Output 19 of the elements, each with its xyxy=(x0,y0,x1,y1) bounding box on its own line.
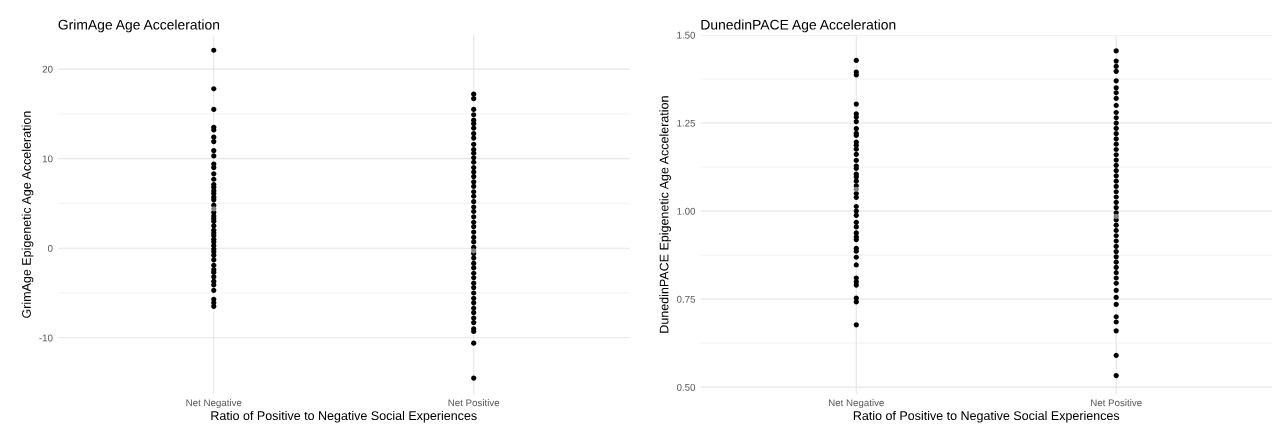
y-tick-label: -10 xyxy=(39,334,53,342)
y-tick-label: 1.50 xyxy=(677,31,696,39)
x-tick-label: Net Positive xyxy=(1091,399,1142,407)
y-axis-title: GrimAge Epigenetic Age Acceleration xyxy=(21,111,34,318)
y-tick-label: 10 xyxy=(42,155,53,163)
y-tick-label: 0 xyxy=(47,244,53,252)
y-tick-label: 20 xyxy=(42,65,53,73)
x-tick-label: Net Positive xyxy=(448,399,500,407)
chart-title: DunedinPACE Age Acceleration xyxy=(701,19,896,33)
x-axis-title: Ratio of Positive to Negative Social Experiences xyxy=(211,410,477,423)
y-tick-label: 1.25 xyxy=(677,119,696,127)
chart-title: GrimAge Age Acceleration xyxy=(58,19,220,33)
y-tick-label: 0.50 xyxy=(676,383,696,391)
x-tick-label: Net Negative xyxy=(186,399,242,409)
x-tick-label: Net Negative xyxy=(828,399,884,409)
x-axis-title: Ratio of Positive to Negative Social Experiences xyxy=(853,410,1120,423)
y-tick-label: 0.75 xyxy=(676,295,696,303)
y-axis-title: DunedinPACE Epigenetic Age Acceleration xyxy=(659,96,671,333)
y-tick-label: 1.00 xyxy=(677,207,696,215)
